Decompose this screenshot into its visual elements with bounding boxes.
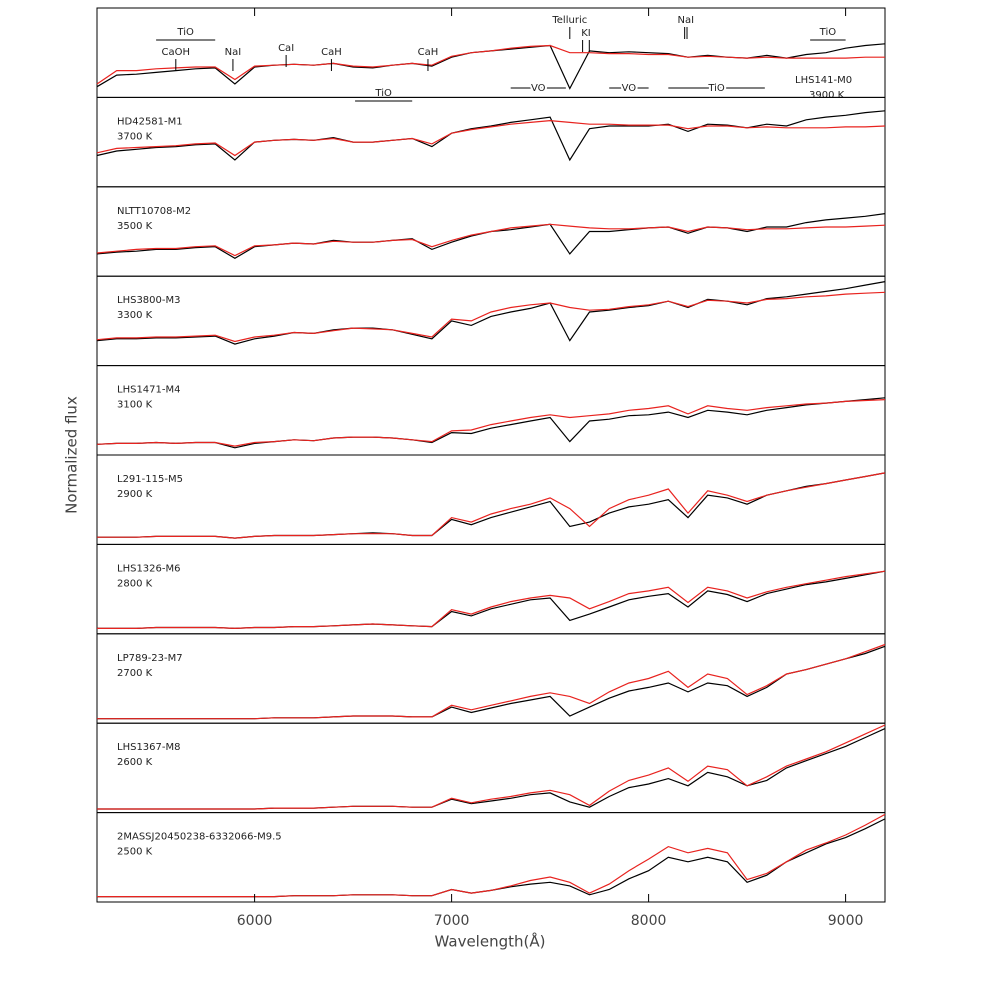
spectrum-line bbox=[96, 44, 885, 85]
panel-temperature: 3500 K bbox=[117, 221, 153, 232]
spectrum-line bbox=[96, 110, 886, 162]
panel-frame bbox=[96, 812, 886, 903]
panel-frame bbox=[96, 7, 886, 98]
panel-label: NLTT10708-M2 bbox=[117, 206, 191, 217]
x-tick-label: 7000 bbox=[434, 913, 470, 929]
line-label: NaI bbox=[678, 15, 695, 26]
band-label: TiO bbox=[819, 27, 837, 38]
spectrum-line bbox=[97, 724, 886, 810]
line-label: CaH bbox=[321, 47, 342, 58]
panel-temperature: 3100 K bbox=[117, 400, 153, 411]
panel-frame bbox=[96, 633, 886, 724]
line-label: KI bbox=[581, 28, 591, 39]
spectrum-line bbox=[96, 119, 886, 157]
spectrum-line bbox=[97, 813, 886, 898]
panel-temperature: 2800 K bbox=[117, 578, 153, 589]
panel-label: HD42581-M1 bbox=[117, 116, 183, 127]
panel-frame bbox=[96, 543, 886, 635]
spectrum-line bbox=[97, 472, 886, 539]
panel-temperature: 3700 K bbox=[117, 131, 153, 142]
spectrum-line bbox=[97, 818, 886, 898]
band-label: TiO bbox=[707, 83, 725, 94]
panel-temperature: 3300 K bbox=[117, 310, 153, 321]
spectrum-line bbox=[96, 397, 886, 449]
spectrum-line bbox=[97, 570, 886, 630]
band-label: VO bbox=[531, 83, 546, 94]
panel-temperature: 2700 K bbox=[117, 668, 153, 679]
spectrum-line bbox=[97, 472, 886, 539]
spectrum-line bbox=[97, 643, 886, 720]
panel-label: LHS141-M0 bbox=[795, 75, 852, 86]
spectrum-line bbox=[97, 728, 886, 810]
spectrum-line bbox=[96, 281, 886, 345]
panel-frame bbox=[96, 275, 886, 367]
line-label: Telluric bbox=[551, 15, 587, 26]
panel-frame bbox=[96, 96, 886, 188]
panel-temperature: 2900 K bbox=[117, 489, 153, 500]
line-label: CaI bbox=[278, 43, 294, 54]
line-label: CaOH bbox=[162, 47, 191, 58]
panel-label: LHS1326-M6 bbox=[117, 563, 181, 574]
panel-temperature: 2500 K bbox=[117, 847, 153, 858]
x-axis-label: Wavelength(Å) bbox=[435, 932, 546, 951]
line-label: CaH bbox=[418, 47, 439, 58]
band-label: VO bbox=[622, 83, 637, 94]
y-axis-label: Normalized flux bbox=[63, 396, 81, 514]
x-tick-label: 9000 bbox=[828, 913, 864, 929]
panel-temperature: 3900 K bbox=[809, 90, 845, 101]
spectrum-line bbox=[97, 645, 886, 720]
band-label: TiO bbox=[176, 27, 194, 38]
panel-temperature: 2600 K bbox=[117, 757, 153, 768]
spectrum-line bbox=[97, 570, 886, 630]
panel-label: LHS1367-M8 bbox=[117, 742, 181, 753]
spectrum-line bbox=[96, 213, 886, 259]
panel-label: L291-115-M5 bbox=[117, 474, 183, 485]
band-label: TiO bbox=[374, 88, 392, 99]
spectrum-line bbox=[96, 291, 886, 343]
panel-label: LHS3800-M3 bbox=[117, 295, 181, 306]
x-tick-label: 8000 bbox=[631, 913, 667, 929]
panel-label: LHS1471-M4 bbox=[117, 385, 181, 396]
x-tick-label: 6000 bbox=[237, 913, 273, 929]
panel-label: LP789-23-M7 bbox=[117, 653, 183, 664]
line-label: NaI bbox=[225, 47, 242, 58]
spectrum-line bbox=[96, 223, 886, 257]
spectrum-line bbox=[96, 399, 886, 447]
panel-frame bbox=[96, 454, 886, 545]
panel-label: 2MASSJ20450238-6332066-M9.5 bbox=[117, 832, 282, 843]
